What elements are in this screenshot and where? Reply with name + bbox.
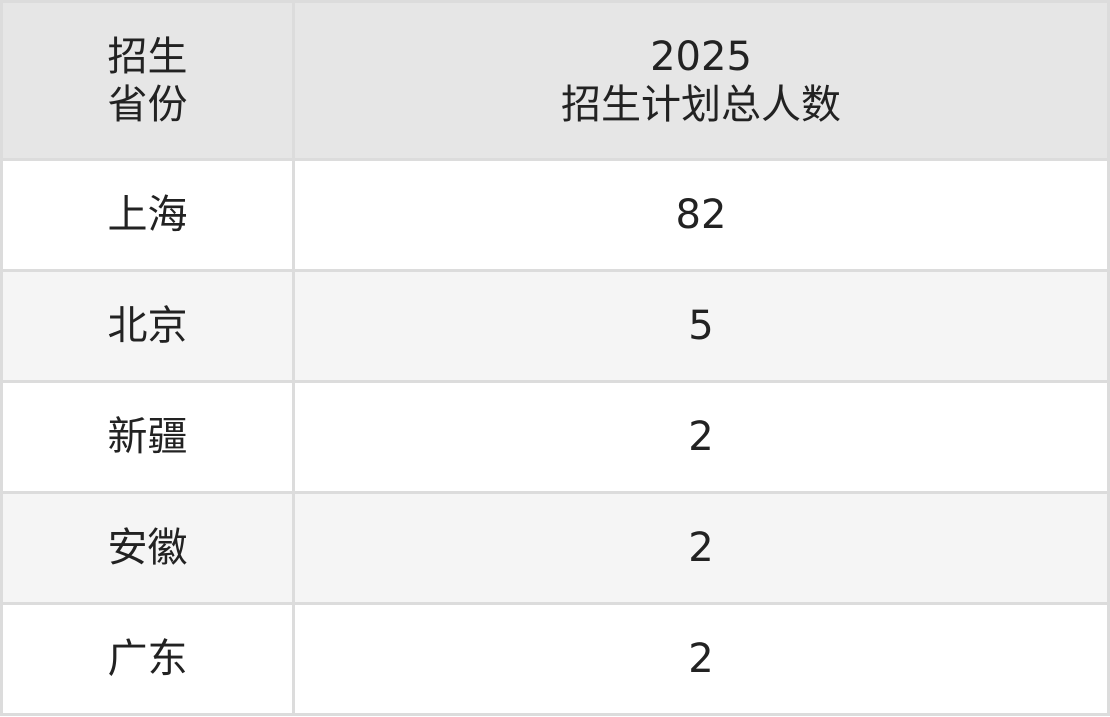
table-row: 安徽 2 (0, 491, 1110, 605)
table-row: 广东 2 (0, 602, 1110, 716)
count-cell: 5 (292, 269, 1110, 383)
province-cell: 上海 (0, 158, 295, 272)
count-cell: 2 (292, 602, 1110, 716)
count-cell: 82 (292, 158, 1110, 272)
table-row: 北京 5 (0, 269, 1110, 383)
province-cell: 新疆 (0, 380, 295, 494)
header-total-label: 招生计划总人数 (561, 81, 841, 128)
header-total-year: 2025 (650, 33, 752, 80)
province-cell: 安徽 (0, 491, 295, 605)
table-row: 上海 82 (0, 158, 1110, 272)
header-row: 招生 省份 2025 招生计划总人数 (0, 0, 1110, 161)
count-cell: 2 (292, 380, 1110, 494)
header-province-line1: 招生 (107, 33, 188, 80)
province-cell: 广东 (0, 602, 295, 716)
header-province: 招生 省份 (0, 0, 295, 161)
table-row: 新疆 2 (0, 380, 1110, 494)
header-province-line2: 省份 (107, 81, 188, 128)
header-total: 2025 招生计划总人数 (292, 0, 1110, 161)
province-cell: 北京 (0, 269, 295, 383)
count-cell: 2 (292, 491, 1110, 605)
